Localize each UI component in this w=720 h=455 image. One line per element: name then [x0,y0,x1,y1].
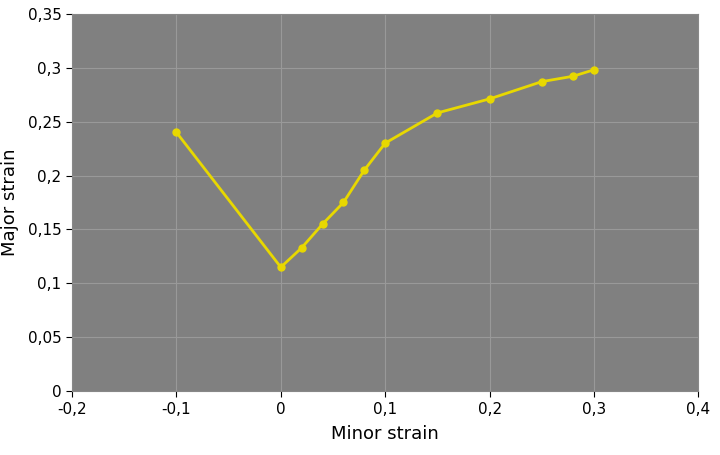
X-axis label: Minor strain: Minor strain [331,425,439,443]
Y-axis label: Major strain: Major strain [1,149,19,256]
